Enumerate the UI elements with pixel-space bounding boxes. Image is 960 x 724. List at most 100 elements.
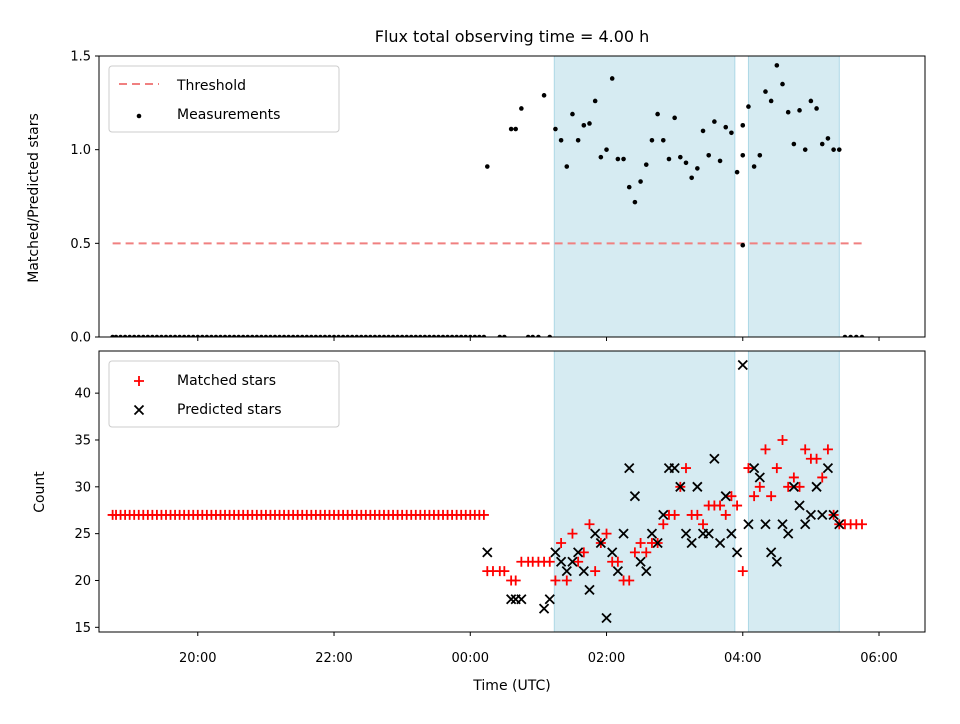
measurement-point: [418, 334, 423, 337]
matched-star-point: [760, 444, 771, 455]
y-tick-label: 30: [74, 480, 91, 495]
observing-interval-2: [747, 55, 840, 338]
matched-star-point: [612, 556, 623, 567]
measurement-point: [145, 334, 151, 337]
predicted-star-point: [573, 547, 584, 558]
predicted-star-point: [766, 547, 777, 558]
legend-label: Measurements: [177, 107, 280, 123]
measurement-point: [309, 334, 314, 337]
measurement-point: [513, 126, 518, 132]
predicted-star-point: [760, 519, 771, 530]
measurement-point: [381, 334, 387, 337]
measurement-point: [408, 334, 414, 337]
matched-star-point: [510, 575, 521, 586]
legend-measurement-handle: [136, 113, 142, 119]
measurement-point: [655, 111, 660, 117]
predicted-star-point: [578, 565, 589, 577]
measurement-point: [168, 334, 173, 337]
measurement-point: [195, 334, 201, 337]
measurement-point: [481, 334, 487, 337]
measurement-point: [140, 334, 146, 337]
x-axis-label: Time (UTC): [472, 678, 550, 694]
matched-star-point: [624, 575, 635, 586]
ratio-panel: 0.0 0.5 1.0 1.5 Threshold Measurements: [70, 50, 926, 346]
measurement-point: [386, 334, 391, 337]
predicted-star-point: [590, 528, 601, 539]
predicted-star-point: [731, 547, 743, 558]
measurement-point: [327, 334, 332, 337]
predicted-star-point: [800, 519, 811, 530]
predicted-star-point: [561, 565, 572, 577]
matched-star-point: [771, 463, 782, 474]
measurement-point: [854, 334, 859, 337]
matched-star-point: [732, 500, 743, 511]
measurement-point: [404, 334, 409, 337]
matched-star-point: [783, 481, 794, 492]
measurement-point: [259, 334, 264, 337]
measurement-point: [427, 334, 432, 337]
measurement-point: [678, 154, 683, 160]
measurement-point: [181, 334, 187, 337]
matched-star-point: [788, 472, 799, 483]
measurement-point: [536, 334, 541, 337]
measurement-point: [436, 334, 441, 337]
matched-star-point: [726, 491, 737, 502]
measurement-point: [358, 334, 364, 337]
predicted-star-point: [805, 509, 817, 521]
measurement-point: [592, 98, 598, 104]
measurement-point: [413, 334, 419, 337]
measurement-point: [163, 334, 169, 337]
y-tick-label: 40: [74, 387, 91, 402]
measurement-point: [349, 334, 355, 337]
measurement-point: [172, 334, 178, 337]
measurement-point: [570, 111, 575, 117]
measurement-point: [740, 242, 746, 248]
chart-title: Flux total observing time = 4.00 h: [375, 27, 650, 46]
y-tick-label: 0.0: [70, 331, 91, 346]
measurement-point: [547, 334, 553, 337]
matched-star-point: [777, 434, 788, 445]
measurement-point: [768, 98, 774, 104]
predicted-star-point: [595, 537, 606, 549]
matched-star-point: [817, 472, 828, 483]
measurement-point: [660, 138, 666, 143]
matched-star-point: [578, 547, 589, 558]
y-tick-label: 0.5: [70, 237, 91, 252]
measurement-point: [734, 169, 740, 175]
measurement-point: [254, 334, 260, 337]
measurement-point: [340, 334, 346, 337]
measurement-point: [186, 334, 191, 337]
measurement-point: [530, 334, 536, 337]
predicted-star-point: [607, 547, 618, 558]
measurement-point: [706, 152, 712, 158]
legend-label: Matched stars: [177, 373, 276, 389]
predicted-star-point: [555, 556, 567, 567]
axes-frame: [98, 55, 926, 338]
measurement-point: [541, 93, 547, 98]
measurement-point: [477, 334, 482, 337]
measurement-point: [604, 147, 609, 152]
measurement-point: [683, 160, 689, 166]
predicted-star-point: [538, 603, 550, 614]
legend-label: Predicted stars: [177, 402, 282, 418]
matched-star-point: [692, 509, 703, 520]
measurement-point: [368, 334, 373, 337]
measurement-point: [802, 147, 808, 152]
x-tick-label: 22:00: [315, 651, 352, 666]
matched-star-point: [478, 509, 489, 520]
predicted-star-point: [714, 537, 726, 549]
measurement-point: [836, 147, 842, 152]
matched-star-point: [573, 556, 584, 567]
matched-star-point: [556, 538, 567, 549]
measurement-point: [268, 334, 273, 337]
plot-area: [107, 359, 867, 624]
measurement-point: [336, 334, 341, 337]
measurement-point: [218, 334, 223, 337]
measurement-point: [626, 184, 632, 190]
matched-star-point: [698, 519, 709, 530]
measurement-point: [502, 334, 507, 337]
observing-interval-2: [747, 350, 840, 633]
legend: Threshold Measurements: [108, 65, 340, 133]
measurement-point: [700, 128, 706, 134]
measurement-point: [458, 334, 464, 337]
